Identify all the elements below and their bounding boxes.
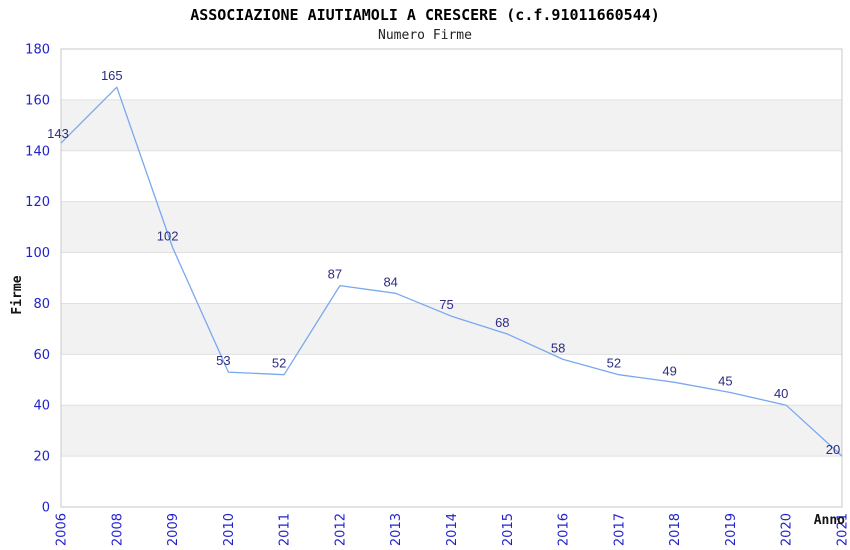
data-label: 52 — [272, 356, 286, 371]
x-tick-label: 2017 — [612, 513, 627, 546]
data-label: 58 — [551, 340, 565, 355]
x-tick-label: 2009 — [166, 513, 181, 546]
data-line — [60, 86, 843, 457]
alternating-band — [61, 405, 842, 457]
x-tick-label: 2008 — [110, 513, 125, 546]
x-tick-label: 2015 — [501, 513, 516, 546]
alternating-band — [61, 201, 842, 253]
y-tick-label: 0 — [42, 501, 50, 516]
alternating-band — [61, 303, 842, 355]
data-label: 20 — [826, 442, 840, 457]
y-tick-label: 40 — [33, 399, 50, 414]
data-label: 165 — [101, 68, 123, 83]
data-label-group: 143 165 102 53 52 87 84 75 68 58 52 49 45 40 20 — [47, 68, 840, 457]
y-axis-tick-group: 0 20 40 60 80 100 120 140 160 180 — [25, 43, 50, 516]
y-tick-label: 20 — [33, 450, 50, 465]
x-tick-label: 2013 — [389, 513, 404, 546]
data-label: 52 — [607, 356, 621, 371]
x-tick-label: 2006 — [55, 513, 70, 546]
y-tick-label: 160 — [25, 93, 50, 108]
data-label: 53 — [216, 353, 230, 368]
y-axis-title: Firme — [10, 275, 25, 314]
y-tick-label: 80 — [33, 297, 50, 312]
alternating-band — [61, 99, 842, 151]
band-group — [61, 99, 842, 457]
y-tick-label: 60 — [33, 348, 50, 363]
x-axis-tick-group: 2006 2008 2009 2010 2011 2012 2013 2014 2015 2016… — [55, 513, 850, 546]
chart-title: ASSOCIAZIONE AIUTIAMOLI A CRESCERE (c.f.… — [190, 6, 660, 24]
data-label: 143 — [47, 126, 69, 141]
chart-subtitle: Numero Firme — [378, 28, 472, 43]
x-axis-title: Anno — [814, 513, 845, 528]
data-label: 87 — [328, 267, 342, 282]
x-tick-label: 2021 — [836, 513, 850, 546]
x-tick-label: 2010 — [222, 513, 237, 546]
y-tick-label: 120 — [25, 195, 50, 210]
x-tick-label: 2018 — [668, 513, 683, 546]
data-label: 40 — [774, 386, 788, 401]
data-label: 45 — [718, 374, 732, 389]
y-tick-label: 100 — [25, 246, 50, 261]
x-tick-label: 2012 — [333, 513, 348, 546]
data-label: 68 — [495, 315, 509, 330]
x-tick-label: 2011 — [278, 513, 293, 546]
x-tick-label: 2019 — [724, 513, 739, 546]
gridline-group — [61, 48, 842, 457]
data-label: 102 — [157, 229, 179, 244]
x-tick-label: 2016 — [557, 513, 572, 546]
data-label: 84 — [383, 274, 397, 289]
x-tick-label: 2020 — [780, 513, 795, 546]
plot-border — [60, 48, 843, 508]
y-tick-label: 140 — [25, 144, 50, 159]
data-label: 75 — [439, 297, 453, 312]
x-tick-label: 2014 — [445, 513, 460, 546]
data-label: 49 — [662, 363, 676, 378]
y-tick-label: 180 — [25, 43, 50, 58]
